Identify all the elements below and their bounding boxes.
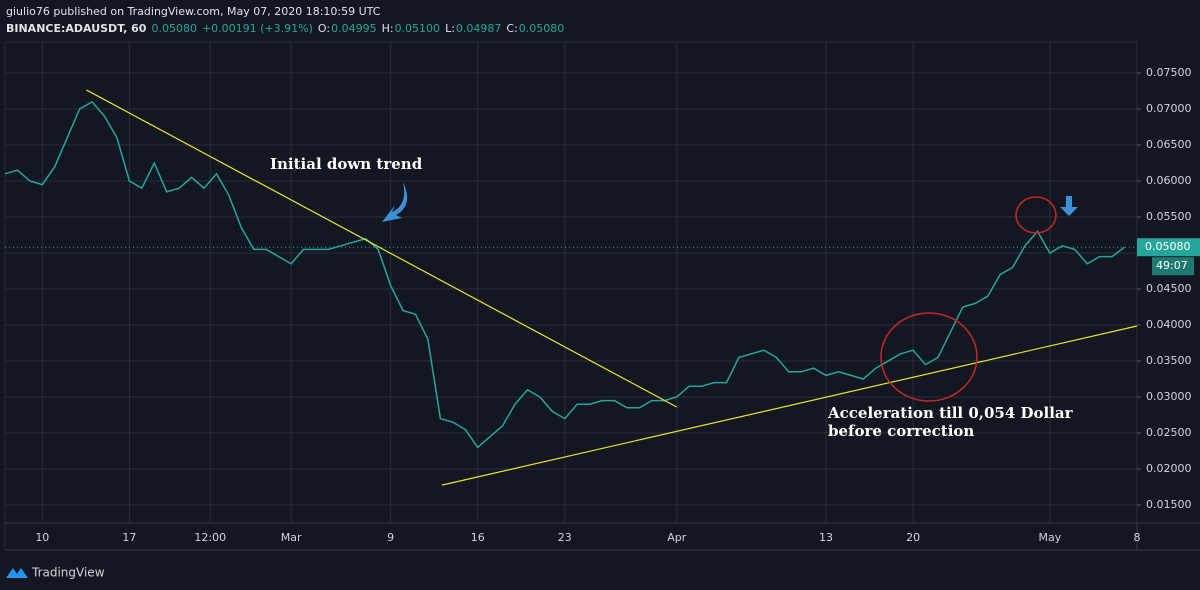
- y-tick-label: 0.04000: [1146, 318, 1192, 331]
- y-tick-label: 0.07000: [1146, 102, 1192, 115]
- x-tick-label: 17: [122, 531, 136, 544]
- annotations: Initial down trend Acceleration till 0,0…: [270, 155, 1078, 440]
- x-tick-label: 20: [906, 531, 920, 544]
- header-open-label: O:: [318, 22, 330, 35]
- header-high-label: H:: [382, 22, 394, 35]
- header: giulio76 published on TradingView.com, M…: [6, 5, 564, 35]
- y-tick-label: 0.06000: [1146, 174, 1192, 187]
- x-tick-label: 12:00: [194, 531, 226, 544]
- annotation: Initial down trend: [270, 155, 423, 173]
- x-tick-label: 23: [558, 531, 572, 544]
- header-low: 0.04987: [456, 22, 502, 35]
- header-close-label: C:: [506, 22, 517, 35]
- publisher: giulio76 published on TradingView.com, M…: [6, 5, 381, 18]
- x-tick-label: 16: [471, 531, 485, 544]
- y-tick-label: 0.06500: [1146, 138, 1192, 151]
- header-symbol: BINANCE:ADAUSDT, 60: [6, 22, 147, 35]
- x-tick-label: Apr: [667, 531, 687, 544]
- highlight-circle: [1015, 196, 1057, 234]
- footer: TradingView: [6, 566, 105, 580]
- trendline: [86, 89, 678, 408]
- logo: [6, 568, 28, 578]
- y-tick-label: 0.04500: [1146, 282, 1192, 295]
- y-tick-label: 0.03500: [1146, 354, 1192, 367]
- annotation: Acceleration till 0,054 Dollar: [827, 404, 1074, 422]
- trendline: [441, 325, 1138, 486]
- countdown: 49:07: [1156, 259, 1188, 272]
- header-price: 0.05080: [151, 22, 197, 35]
- arrow: [382, 182, 408, 222]
- y-tick-label: 0.03000: [1146, 390, 1192, 403]
- brand: TradingView: [31, 566, 105, 580]
- y-tick-label: 0.01500: [1146, 498, 1192, 511]
- grid: [5, 42, 1138, 523]
- header-high: 0.05100: [395, 22, 441, 35]
- x-tick-label: 9: [387, 531, 394, 544]
- x-tick-label: 8: [1134, 531, 1141, 544]
- y-tick-label: 0.05500: [1146, 210, 1192, 223]
- annotation: before correction: [828, 422, 974, 440]
- header-open: 0.04995: [331, 22, 377, 35]
- y-tick-label: 0.07500: [1146, 66, 1192, 79]
- header-low-label: L:: [445, 22, 455, 35]
- x-tick-label: May: [1039, 531, 1062, 544]
- y-tick-label: 0.02000: [1146, 462, 1192, 475]
- price-line: [4, 100, 1126, 449]
- price-axis: 0.01500 0.02000 0.02500 0.03000 0.03500 0.040…: [35, 66, 1200, 544]
- plot: [4, 89, 1138, 486]
- highlight-circle: [880, 312, 978, 402]
- countdown-tag: [1152, 257, 1194, 276]
- last-price-label: 0.05080: [1145, 240, 1191, 253]
- arrow: [1060, 196, 1078, 216]
- header-change: +0.00191 (+3.91%): [202, 22, 313, 35]
- x-tick-label: 10: [35, 531, 49, 544]
- x-tick-label: 13: [819, 531, 833, 544]
- y-tick-label: 0.02500: [1146, 426, 1192, 439]
- header-close: 0.05080: [519, 22, 565, 35]
- last-price-tag: [1137, 238, 1200, 257]
- x-tick-label: Mar: [281, 531, 302, 544]
